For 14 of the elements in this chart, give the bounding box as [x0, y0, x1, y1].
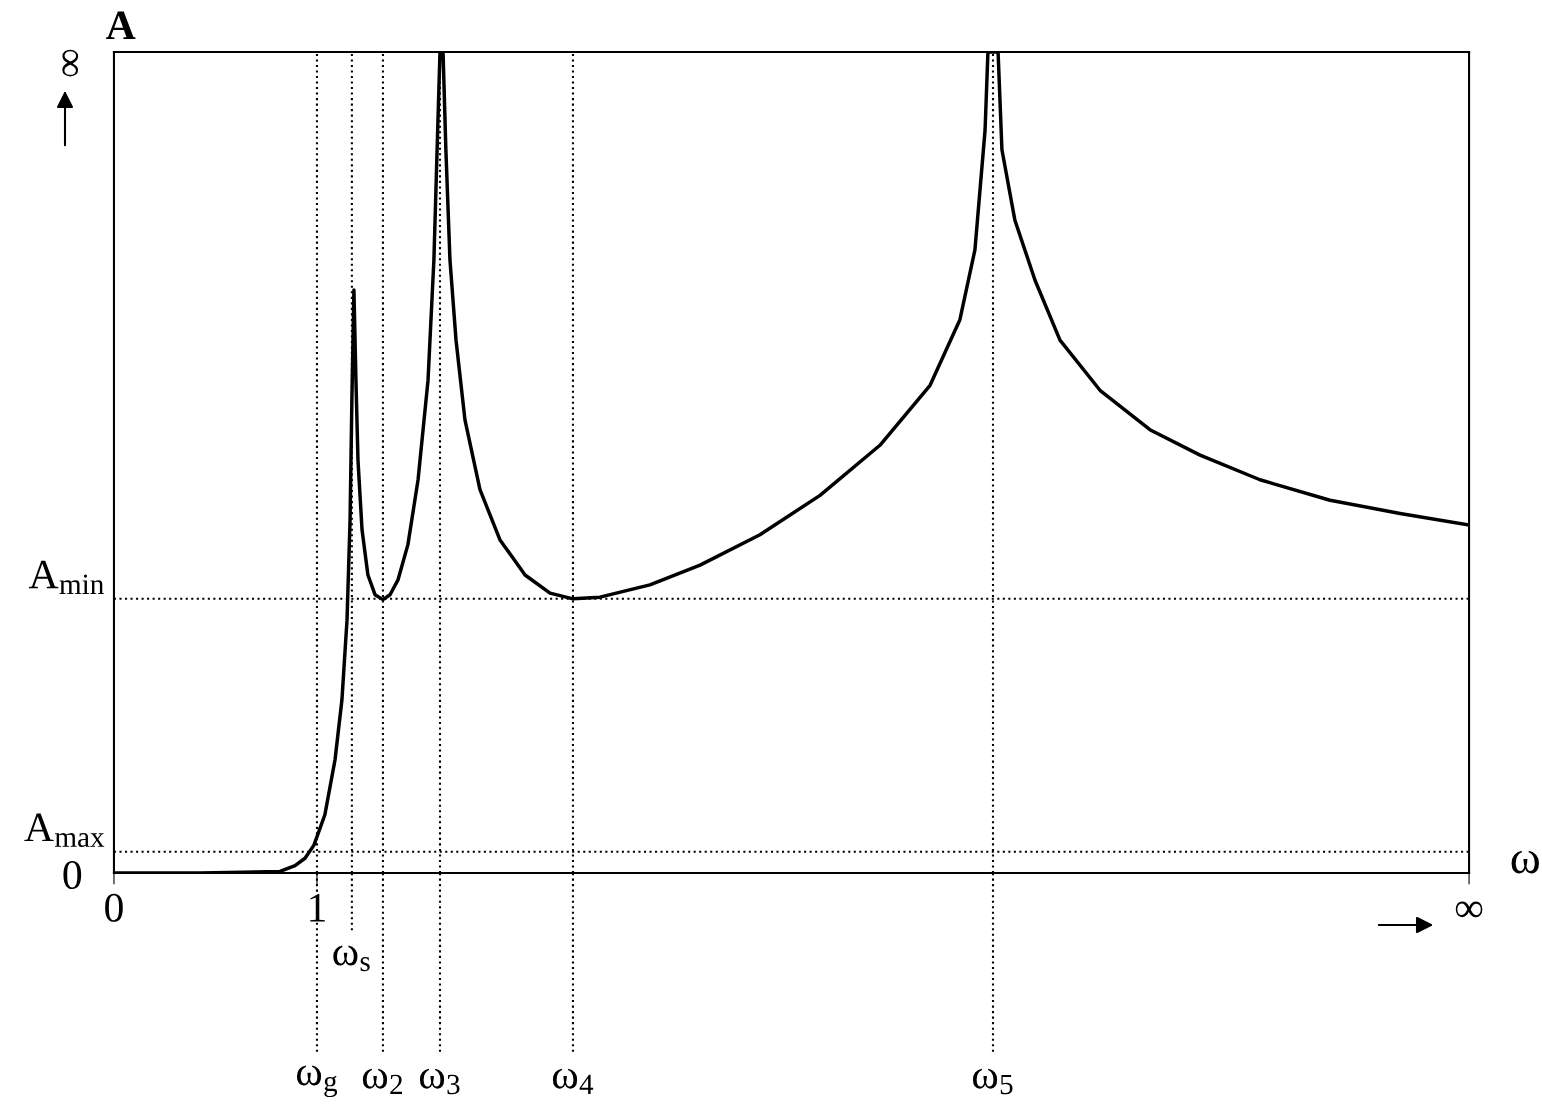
text: 0	[63, 860, 82, 890]
ref-line-label: ω$_{5}$	[972, 1068, 1013, 1095]
ref-line-label: A$_{max}$	[24, 813, 105, 848]
ref-line-label: A$_{min}$	[28, 560, 104, 594]
text: ∞	[62, 49, 79, 77]
y-axis-title: A	[106, 11, 136, 40]
x-tick-label: 0	[105, 893, 123, 922]
ref-line-label: ω$_{2}$	[362, 1068, 403, 1095]
ref-line-label: ω$_{g}$	[296, 1065, 338, 1098]
ref-line-label: ω$_{s}$	[333, 945, 370, 972]
x-tick-label: ∞	[1455, 901, 1483, 918]
ref-line-label: ω$_{4}$	[552, 1068, 594, 1095]
x-axis-title: ω	[1511, 850, 1539, 874]
ref-line-label: ω$_{3}$	[419, 1068, 460, 1095]
